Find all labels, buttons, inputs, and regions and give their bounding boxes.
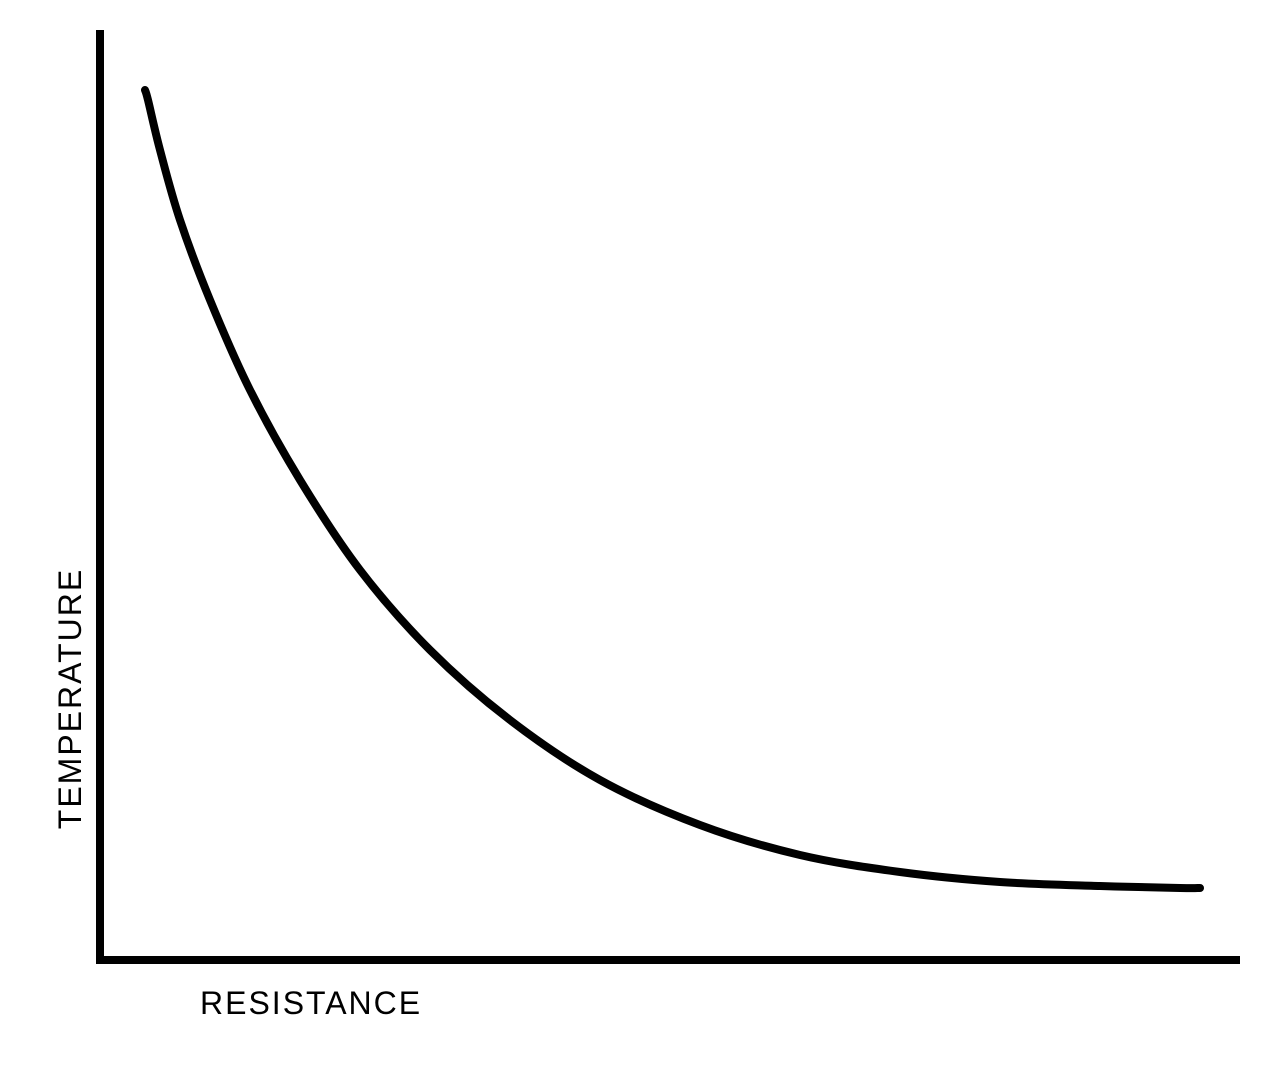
- chart-svg: [0, 0, 1288, 1068]
- chart-container: TEMPERATURE RESISTANCE: [0, 0, 1288, 1068]
- y-axis-label: TEMPERATURE: [52, 568, 89, 829]
- x-axis-label: RESISTANCE: [200, 985, 422, 1022]
- axes-group: [96, 30, 1240, 960]
- curve-path: [145, 90, 1200, 888]
